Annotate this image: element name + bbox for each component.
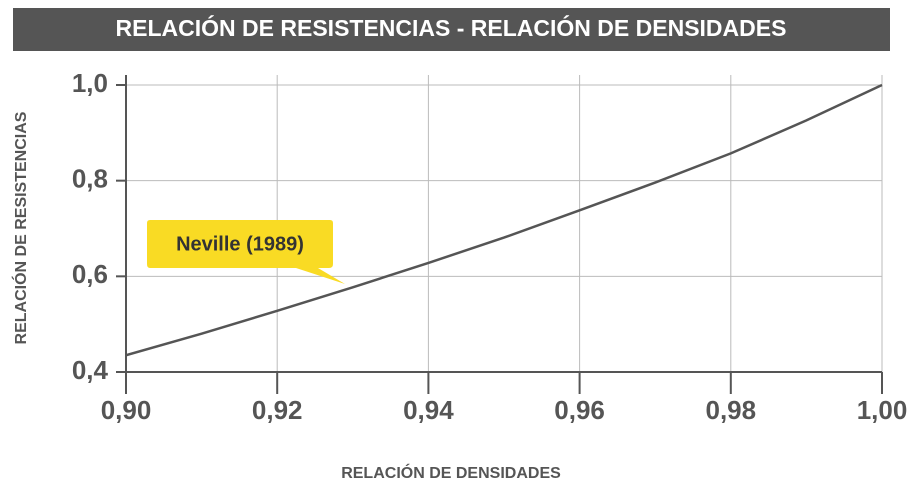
x-tick-label: 0,96 bbox=[554, 395, 605, 425]
x-tick-label: 0,98 bbox=[705, 395, 756, 425]
x-tick-label: 1,00 bbox=[857, 395, 907, 425]
line-series bbox=[125, 83, 883, 357]
x-tick-label: 0,92 bbox=[252, 395, 303, 425]
x-tick-label: 0,94 bbox=[403, 395, 454, 425]
chart-title: RELACIÓN DE RESISTENCIAS - RELACIÓN DE D… bbox=[116, 14, 787, 41]
y-tick-label: 0,4 bbox=[72, 355, 109, 385]
annotation-callout bbox=[147, 220, 345, 284]
y-tick-label: 0,6 bbox=[72, 259, 108, 289]
y-tick-label: 0,8 bbox=[72, 164, 108, 194]
x-axis-label: RELACIÓN DE DENSIDADES bbox=[341, 463, 561, 482]
y-tick-label: 1,0 bbox=[72, 68, 108, 98]
annotation-text: Neville (1989) bbox=[176, 233, 304, 255]
title-bar bbox=[13, 8, 890, 51]
y-axis-label: RELACIÓN DE RESISTENCIAS bbox=[11, 111, 30, 344]
x-tick-label: 0,90 bbox=[101, 395, 152, 425]
